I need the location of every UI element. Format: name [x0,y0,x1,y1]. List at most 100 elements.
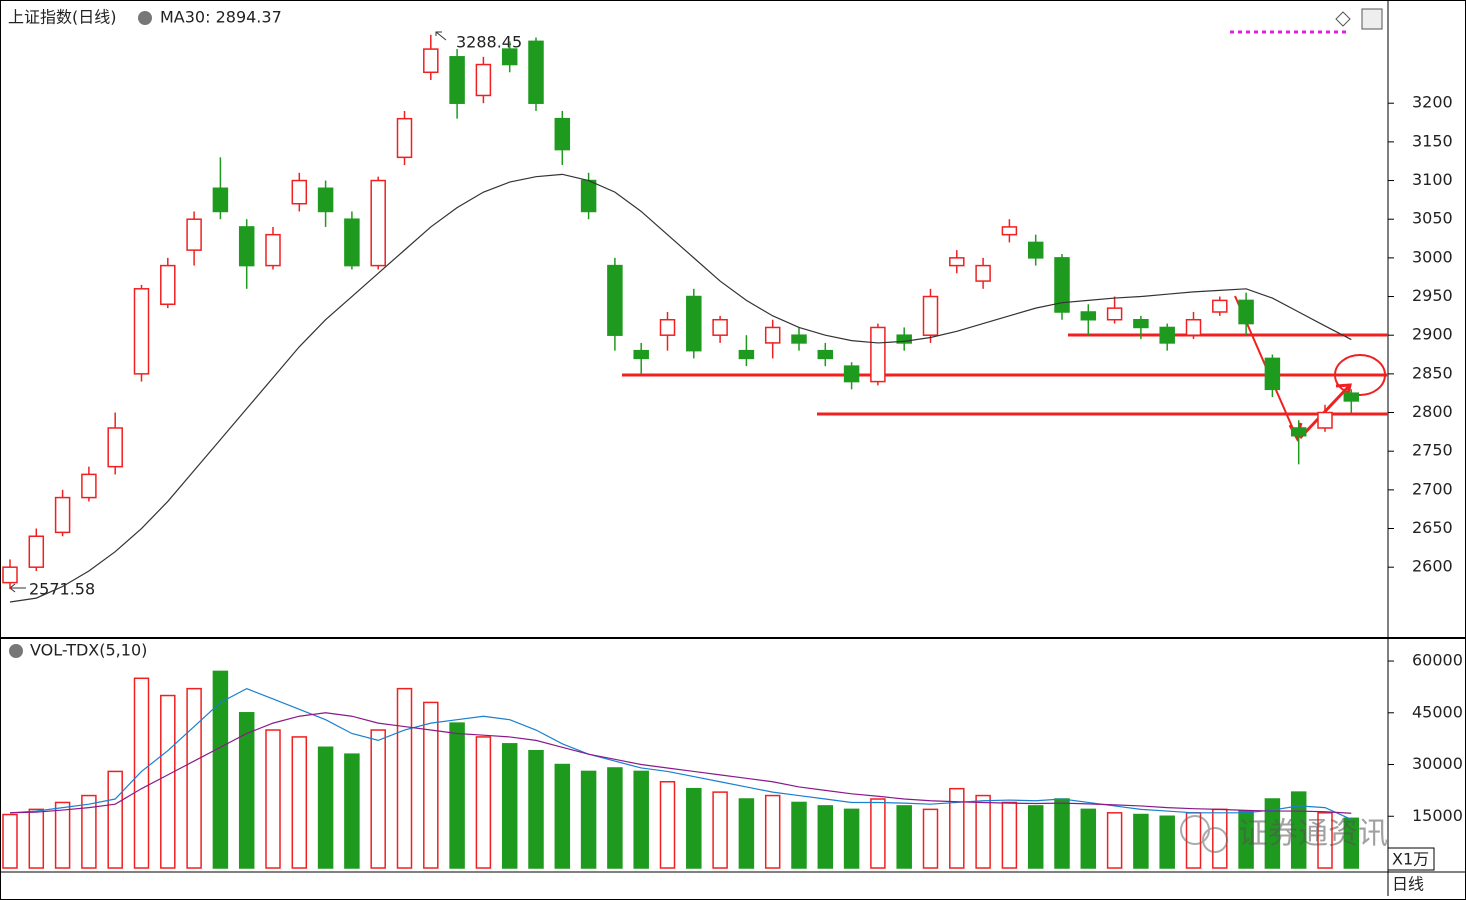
volume-bar [212,670,229,869]
y-tick-label: 45000 [1412,702,1463,721]
candle-body [896,334,912,344]
y-tick-label: 2750 [1412,441,1453,460]
volume-bar [949,787,965,869]
y-tick-label: 60000 [1412,651,1463,670]
candle-body [2,566,18,584]
highlight-circle [1334,354,1386,396]
candle-body [291,179,308,205]
volume-bar [265,729,281,869]
candle-body [1027,241,1044,259]
volume-bar [580,770,597,869]
volume-bar [1238,810,1254,869]
y-tick-label: 2650 [1412,518,1453,537]
volume-bar [528,749,544,869]
candle-body [817,349,834,360]
volume-bar [659,781,676,869]
volume-bar [449,722,465,869]
volume-bar [633,770,649,869]
candle-body [712,318,728,336]
volume-bar [554,763,571,869]
volume-bar [396,687,413,869]
volume-bar [1027,805,1044,869]
watermark-text: 证券通资讯 [1238,817,1388,852]
volume-bar [423,701,439,869]
annotation-arrow [435,31,447,41]
volume-bar [975,794,991,869]
candle-body [659,318,676,336]
volume-bar [28,808,45,869]
volume-bar [1185,812,1202,869]
candle-body [633,349,649,360]
candle-body [54,496,71,534]
period-label: 日线 [1392,875,1424,894]
y-tick-label: 3200 [1412,93,1453,112]
y-tick-label: 30000 [1412,754,1463,773]
candle-body [28,535,45,568]
candle-body [1001,226,1018,236]
candle-body [238,226,255,267]
volume-bar [160,694,176,869]
y-tick-label: 3000 [1412,247,1453,266]
toolbar-icon[interactable] [1361,8,1383,30]
candle-body [475,63,492,97]
toolbar-icon[interactable] [1335,11,1351,27]
volume-bar [712,791,728,869]
y-tick-label: 2850 [1412,363,1453,382]
unit-label: X1万 [1392,850,1429,869]
candle-body [975,264,991,282]
volume-bar [370,729,386,869]
y-tick-label: 2950 [1412,286,1453,305]
volume-bar [791,801,807,869]
volume-bar [1080,808,1097,869]
candle-body [1212,299,1228,313]
watermark: 证券通资讯 [1180,815,1388,853]
volume-bar [1212,808,1228,869]
volume-bar [107,770,123,869]
volume-bar [1264,798,1281,869]
y-tick-label: 15000 [1412,806,1463,825]
volume-bar [317,746,334,869]
candle-body [607,264,623,336]
candle-body [738,349,755,360]
volume-bar [1159,815,1175,869]
y-tick-label: 3150 [1412,131,1453,150]
candle-body [1238,299,1254,325]
candle-body [1080,311,1097,321]
candle-body [449,56,465,104]
candle-body [396,117,413,159]
volume-bar [764,794,781,869]
volume-bar [1054,798,1070,869]
annotation [622,295,1388,443]
candle-body [791,334,807,344]
volume-bar [186,687,202,869]
candle-body [580,179,597,213]
candle-body [686,295,702,352]
volume-bar [344,753,360,869]
annotation-arrow [9,583,26,593]
title-icon [9,644,23,658]
volume-bar [1343,817,1360,869]
candle-body [344,218,360,267]
candle-body [1185,318,1202,336]
ma5-line [9,687,1352,820]
candle-body [843,365,860,383]
candle-body [1317,411,1333,429]
y-tick-label: 2800 [1412,402,1453,421]
candle-body [501,48,518,66]
volume-bar [291,736,308,869]
candle-body [265,233,281,267]
volume-bar [54,801,71,869]
candle-body [1133,318,1149,329]
volume-bar [81,794,97,869]
candle-body [1054,257,1070,313]
y-tick-label: 2900 [1412,325,1453,344]
candle-body [1264,357,1281,391]
candle-body [423,48,439,74]
candle-body [764,326,781,344]
y-tick-label: 2700 [1412,479,1453,498]
volume-bar [475,736,492,869]
volume-bar [1106,812,1123,869]
volume-bar [501,743,518,869]
candle-body [186,218,202,251]
